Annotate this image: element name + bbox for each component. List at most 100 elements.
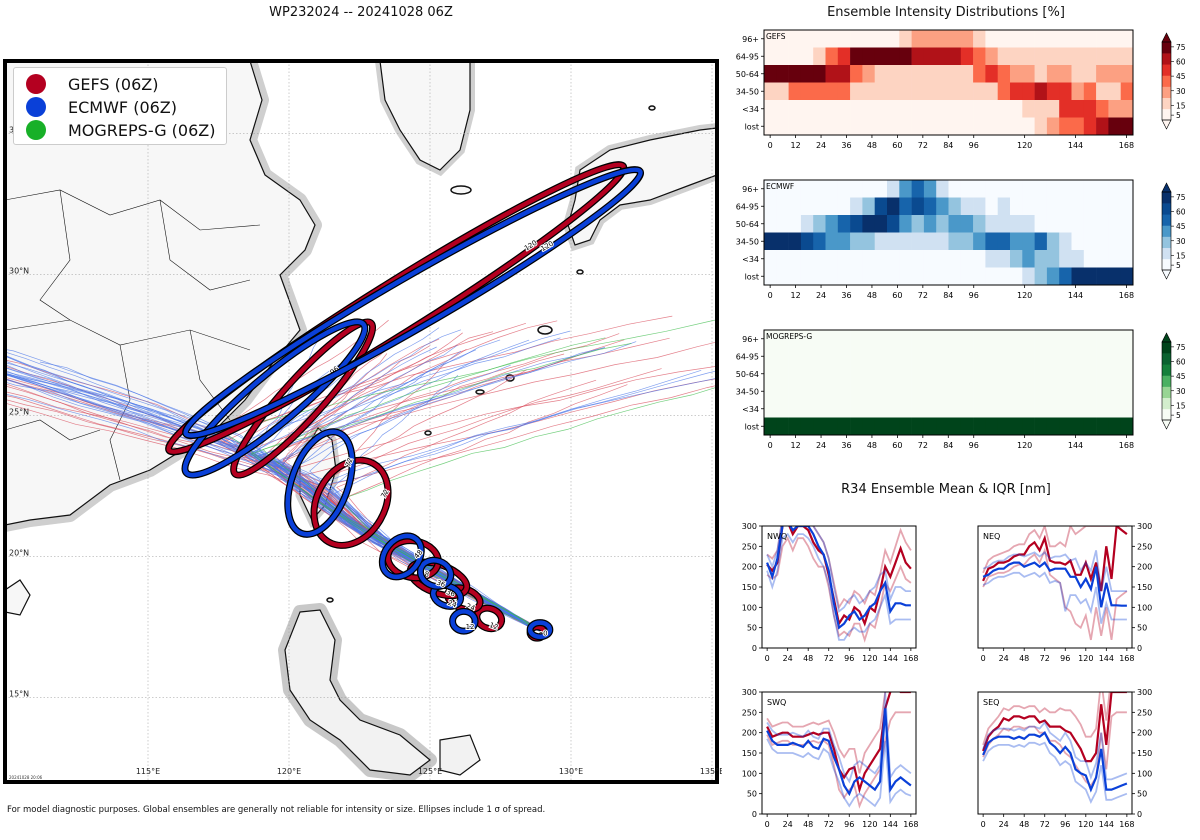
heatmap-cell [985, 347, 998, 366]
lat-tick-label: 15°N [9, 689, 29, 698]
heatmap-cell [1059, 47, 1072, 66]
heatmap-cell [813, 100, 826, 118]
heatmap-cell [1120, 382, 1134, 401]
colorbar-segment [1162, 225, 1171, 237]
colorbar-tick-label: 75 [1176, 343, 1186, 352]
heatmap-cell [1022, 400, 1035, 418]
heatmap-cell [1120, 197, 1134, 216]
heatmap-cell [862, 47, 875, 66]
heatmap-cell [1046, 382, 1060, 401]
r34-y-label: 200 [742, 563, 757, 572]
heatmap-cell [1108, 250, 1121, 268]
heatmap-cell [1010, 347, 1023, 366]
legend-label-gefs: GEFS (06Z) [68, 74, 159, 94]
heatmap-cell [1059, 330, 1072, 348]
heatmap-cell [997, 250, 1011, 268]
heatmap-cell [960, 117, 974, 136]
heatmap-cell [837, 232, 851, 251]
heatmap-cell [1083, 82, 1097, 101]
heatmap-cell [788, 382, 802, 401]
heatmap-cell [1022, 267, 1035, 286]
heatmap-cell [1120, 365, 1134, 383]
heatmap-cell [899, 232, 912, 251]
heatmap-cell [923, 65, 937, 83]
heatmap-cell [788, 30, 802, 48]
heatmap-cell [1096, 180, 1109, 198]
heatmap-cell [874, 47, 888, 66]
r34-line-ecmwf-mean [982, 560, 1127, 608]
heatmap-cell [764, 382, 777, 401]
heatmap-cell [800, 100, 814, 118]
heatmap-cell [862, 100, 875, 118]
heatmap-cell [1010, 215, 1023, 233]
heatmap-cell [973, 117, 986, 136]
r34-x-label: 144 [1099, 654, 1114, 663]
r34-x-label: 144 [1099, 820, 1114, 829]
heatmap-cell [887, 365, 900, 383]
heatmap-cell [776, 382, 789, 401]
colorbar-segment [1162, 64, 1171, 76]
heatmap-cell [1071, 180, 1085, 198]
heatmap-cell [1120, 250, 1134, 268]
heatmap-x-label: 60 [892, 441, 902, 450]
heatmap-cell [1034, 330, 1048, 348]
heatmap-cell [862, 215, 875, 233]
heatmap-cell [813, 417, 826, 436]
heatmap-cell [800, 47, 814, 66]
ecmwf-intensity-heatmap: ECMWF 96+ 64-95 50-64 34-50 <34 lost 0 12 24 36 48 6… [736, 179, 1186, 300]
heatmap-cell [813, 30, 826, 48]
heatmap-cell [850, 250, 863, 268]
heatmap-cell [1096, 382, 1109, 401]
heatmap-cell [825, 267, 839, 286]
heatmap-cell [997, 382, 1011, 401]
heatmap-cell [1108, 232, 1121, 251]
luzon [284, 609, 431, 776]
heatmap-cell [1010, 65, 1023, 83]
heatmap-cell [1059, 180, 1072, 198]
heatmap-cell [1010, 117, 1023, 136]
heatmap-cell [764, 330, 777, 348]
heatmap-cell [960, 180, 974, 198]
r34-y-label: 200 [1137, 563, 1152, 572]
heatmap-cell [1071, 365, 1085, 383]
heatmap-cell [764, 365, 777, 383]
heatmap-cell [899, 215, 912, 233]
heatmap-cell [887, 215, 900, 233]
heatmap-cell [874, 347, 888, 366]
heatmap-x-label: 12 [791, 141, 801, 150]
heatmap-cell [813, 117, 826, 136]
ecmwf-ellipse [182, 319, 368, 478]
mogreps-track [222, 319, 717, 633]
heatmap-cell [1010, 400, 1023, 418]
heatmap-cell [923, 400, 937, 418]
colorbar-tick-label: 30 [1176, 87, 1186, 96]
r34-x-label: 24 [783, 654, 793, 663]
heatmap-cell [800, 30, 814, 48]
heatmap-x-label: 168 [1119, 441, 1134, 450]
heatmap-x-label: 60 [892, 141, 902, 150]
r34-x-label: 120 [1078, 654, 1093, 663]
heatmap-cell [911, 215, 925, 233]
heatmap-cell [1071, 197, 1085, 216]
heatmap-cell [973, 82, 986, 101]
heatmap-cell [948, 47, 962, 66]
province-border [189, 329, 231, 421]
heatmap-cell [1108, 100, 1121, 118]
heatmap-cell [911, 330, 925, 348]
heatmap-cell [788, 117, 802, 136]
ecmwf-ellipse [431, 583, 463, 609]
r34-x-label: 48 [803, 820, 813, 829]
heatmap-x-label: 36 [841, 291, 851, 300]
heatmap-cell [960, 47, 974, 66]
heatmap-cell [1034, 82, 1048, 101]
r34-y-label: 50 [1137, 790, 1147, 799]
heatmap-cell [800, 215, 814, 233]
heatmap-cell [837, 330, 851, 348]
heatmap-x-label: 96 [969, 441, 979, 450]
r34-y-label: 0 [1137, 810, 1142, 819]
heatmap-cell [850, 365, 863, 383]
heatmap-cell [1108, 117, 1121, 136]
heatmap-cell [825, 330, 839, 348]
heatmap-cell [1108, 365, 1121, 383]
heatmap-cell [800, 180, 814, 198]
